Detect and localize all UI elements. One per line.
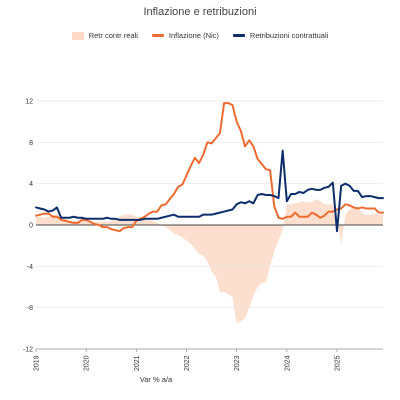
series-area-retr-reali [36,199,383,324]
x-tick-label: 2025 [335,355,342,371]
y-tick-label: -4 [27,264,33,271]
y-tick-label: 12 [25,99,33,106]
legend-label-inflazione: Inflazione (Nic) [168,31,219,40]
legend-item-retribuzioni[interactable]: Retribuzioni contrattuali [232,31,329,40]
y-tick-label: 0 [29,223,33,230]
x-axis-label: Var % a/a [139,375,173,384]
legend-swatch-retribuzioni [232,34,245,37]
y-tick-label: 4 [29,181,33,188]
legend-item-inflazione[interactable]: Inflazione (Nic) [151,31,219,40]
legend-swatch-inflazione [151,34,164,37]
y-tick-label: -8 [27,305,33,312]
legend-label-retr-reali: Retr contr reali [88,31,138,40]
series-line-retribuzioni [35,149,384,233]
x-tick-label: 2024 [284,355,291,371]
x-tick-label: 2022 [184,355,191,371]
x-tick-label: 2021 [134,355,141,371]
legend: Retr contr reali Inflazione (Nic) Retrib… [0,31,400,40]
y-tick-label: 8 [29,140,33,147]
x-tick-label: 2023 [234,355,241,371]
x-tick-label: 2019 [34,355,41,371]
legend-label-retribuzioni: Retribuzioni contrattuali [249,31,329,40]
y-tick-label: -12 [23,347,33,354]
series-line-inflazione [35,102,384,233]
chart-title: Inflazione e retribuzioni [143,6,257,18]
legend-item-retr-reali[interactable]: Retr contr reali [71,31,138,40]
x-tick-label: 2020 [84,355,91,371]
legend-swatch-retr-reali [71,31,84,40]
